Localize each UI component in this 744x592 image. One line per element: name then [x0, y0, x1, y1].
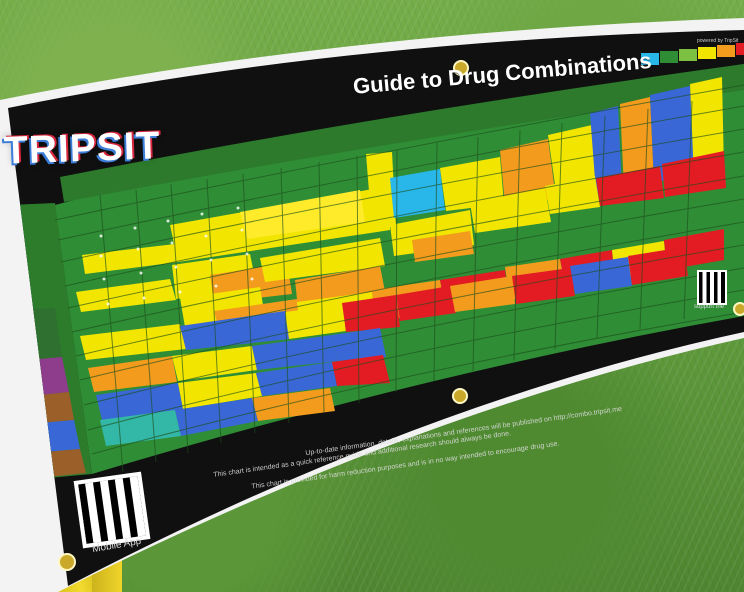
grommet-left — [58, 553, 76, 571]
cell-dots — [99, 206, 254, 306]
chart-grid — [10, 64, 744, 478]
tripsit-logo: TRIPSIT — [3, 124, 162, 173]
support-label: support the — [694, 304, 725, 310]
legend-blocks — [641, 43, 744, 65]
header-right-text: powered by TripSit — [697, 38, 739, 44]
grommet-bottom — [452, 388, 468, 404]
support-qr-code — [697, 270, 727, 305]
grommet-top — [453, 60, 469, 76]
grid-lines — [54, 84, 744, 473]
top-header-row — [60, 64, 744, 202]
grommet-right — [733, 302, 744, 316]
